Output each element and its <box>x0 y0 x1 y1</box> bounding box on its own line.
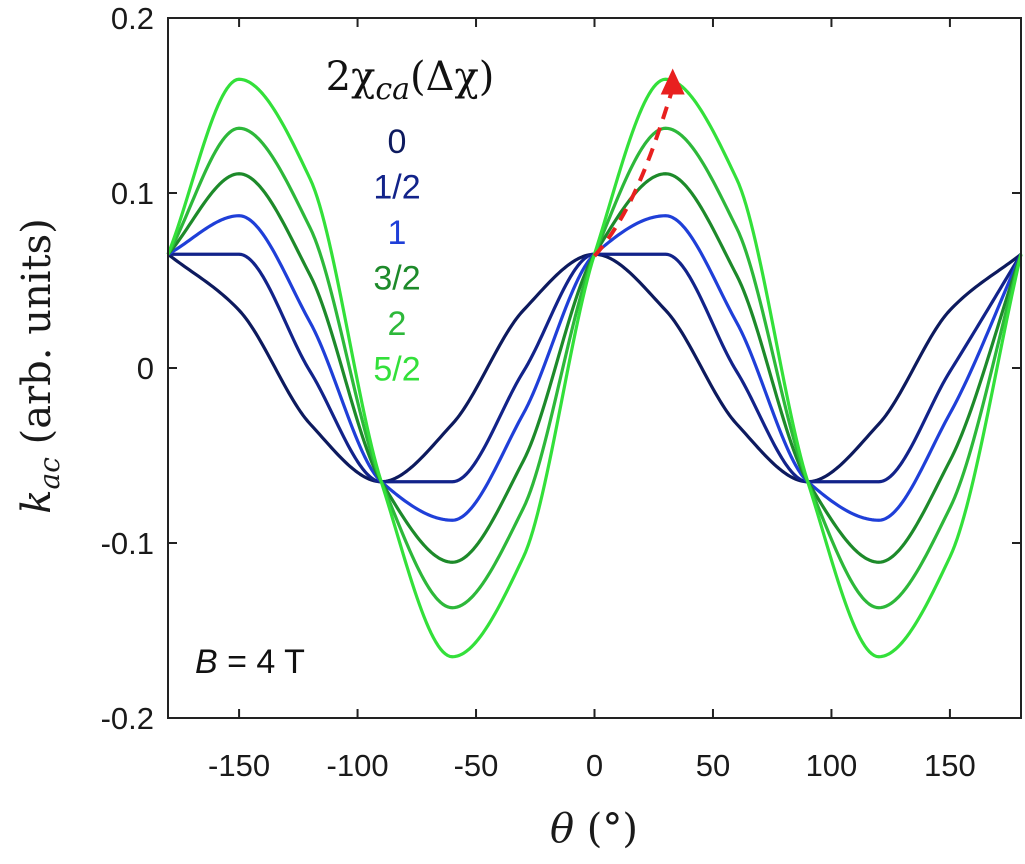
legend-entry-3: 3/2 <box>373 260 420 298</box>
legend-entry-5: 5/2 <box>373 351 420 389</box>
legend-entry-0: 0 <box>388 123 407 161</box>
legend-entry-4: 2 <box>388 305 407 343</box>
series-line-5 <box>166 77 1023 659</box>
x-tick-label: -50 <box>454 748 499 783</box>
series-line-0 <box>167 252 1022 484</box>
legend-title-prefix: 2χ <box>326 54 376 100</box>
series-line-3 <box>166 172 1023 564</box>
x-tick-label: 150 <box>924 748 976 783</box>
legend-title: 2χca(Δχ) <box>326 54 495 107</box>
y-axis-title-symbol: k <box>14 489 60 513</box>
x-tick-label: -100 <box>327 748 389 783</box>
legend: 0 1/2 1 3/2 2 5/2 <box>373 123 420 389</box>
x-axis-title: θ (°) <box>550 806 638 852</box>
plot-frame <box>167 17 1022 719</box>
legend-entry-2: 1 <box>388 214 407 252</box>
y-axis-ticks: -0.2 -0.1 0 0.1 0.2 <box>101 1 1021 736</box>
y-tick-label: -0.2 <box>101 701 154 736</box>
x-tick-label: 0 <box>586 748 603 783</box>
legend-title-suffix: (Δχ) <box>410 54 494 100</box>
x-axis-title-symbol: θ <box>550 806 574 852</box>
legend-title-subscript: ca <box>375 72 410 107</box>
series-layer <box>166 77 1023 659</box>
x-axis-title-unit: (°) <box>574 806 638 852</box>
x-tick-label: 100 <box>806 748 858 783</box>
y-axis-title-subscript: ac <box>33 457 66 490</box>
field-annotation-symbol: B <box>195 643 218 681</box>
legend-entry-1: 1/2 <box>373 169 420 207</box>
trend-arrow-head <box>660 68 685 95</box>
series-line-1 <box>168 252 1023 484</box>
series-line-4 <box>166 126 1023 610</box>
y-tick-label: -0.1 <box>101 526 154 561</box>
field-annotation-value: = 4 T <box>218 643 305 681</box>
x-axis-ticks: -150 -100 -50 0 50 100 150 <box>208 18 976 783</box>
y-tick-label: 0.1 <box>111 176 154 211</box>
y-axis-title: kac (arb. units) <box>14 218 66 513</box>
x-tick-label: -150 <box>208 748 270 783</box>
y-tick-label: 0 <box>137 351 154 386</box>
y-axis-title-unit: (arb. units) <box>14 218 60 457</box>
x-tick-label: 50 <box>696 748 730 783</box>
y-tick-label: 0.2 <box>111 1 154 36</box>
trend-arrow-shaft <box>593 87 675 258</box>
field-annotation: B = 4 T <box>195 643 305 681</box>
trend-arrow-layer <box>593 68 685 258</box>
